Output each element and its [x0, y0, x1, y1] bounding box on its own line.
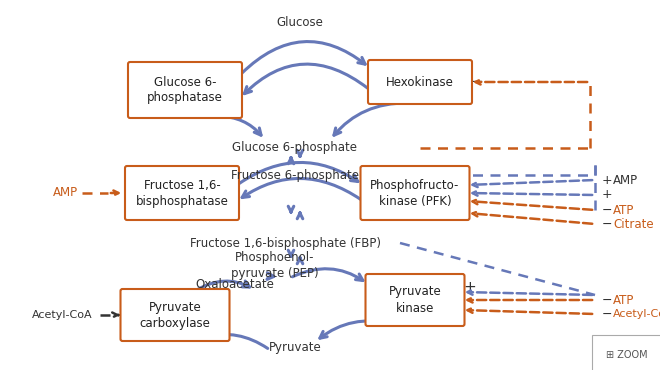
FancyBboxPatch shape	[368, 60, 472, 104]
Text: −: −	[470, 74, 482, 90]
Text: ATP: ATP	[613, 293, 634, 306]
Text: Hexokinase: Hexokinase	[386, 75, 454, 88]
Text: Fructose 6-phosphate: Fructose 6-phosphate	[231, 168, 359, 182]
Text: Pyruvate
carboxylase: Pyruvate carboxylase	[139, 300, 211, 330]
Text: +: +	[122, 307, 135, 323]
Text: +: +	[602, 174, 616, 186]
Text: Pyruvate: Pyruvate	[269, 342, 321, 354]
Text: Pyruvate
kinase: Pyruvate kinase	[389, 286, 442, 314]
Text: ATP: ATP	[613, 204, 634, 216]
Text: Oxaloacetate: Oxaloacetate	[195, 279, 275, 292]
FancyBboxPatch shape	[360, 166, 469, 220]
Text: −: −	[602, 307, 612, 320]
Text: Phosphofructo-
kinase (PFK): Phosphofructo- kinase (PFK)	[370, 178, 459, 208]
Text: −: −	[602, 204, 612, 216]
Text: ⊞ ZOOM: ⊞ ZOOM	[607, 350, 648, 360]
Text: −: −	[602, 218, 612, 231]
FancyBboxPatch shape	[121, 289, 230, 341]
Text: AMP: AMP	[52, 186, 78, 199]
FancyBboxPatch shape	[125, 166, 239, 220]
Text: +: +	[454, 178, 467, 192]
Text: Phosphoenol-
pyruvate (PEP): Phosphoenol- pyruvate (PEP)	[231, 250, 319, 279]
Text: Fructose 1,6-
bisphosphatase: Fructose 1,6- bisphosphatase	[135, 178, 228, 208]
FancyBboxPatch shape	[366, 274, 465, 326]
Text: Acetyl-CoA: Acetyl-CoA	[32, 310, 92, 320]
Text: AMP: AMP	[613, 174, 638, 186]
Text: −: −	[602, 293, 612, 306]
Text: Glucose 6-
phosphatase: Glucose 6- phosphatase	[147, 75, 223, 104]
Text: Acetyl-CoA: Acetyl-CoA	[613, 309, 660, 319]
Text: −: −	[126, 185, 139, 201]
FancyBboxPatch shape	[128, 62, 242, 118]
Text: Citrate: Citrate	[613, 218, 653, 231]
Text: Fructose 1,6-bisphosphate (FBP): Fructose 1,6-bisphosphate (FBP)	[189, 236, 381, 249]
Text: +: +	[602, 188, 616, 202]
Text: Glucose: Glucose	[277, 16, 323, 28]
Text: +: +	[463, 280, 476, 296]
Text: Glucose 6-phosphate: Glucose 6-phosphate	[232, 141, 358, 155]
